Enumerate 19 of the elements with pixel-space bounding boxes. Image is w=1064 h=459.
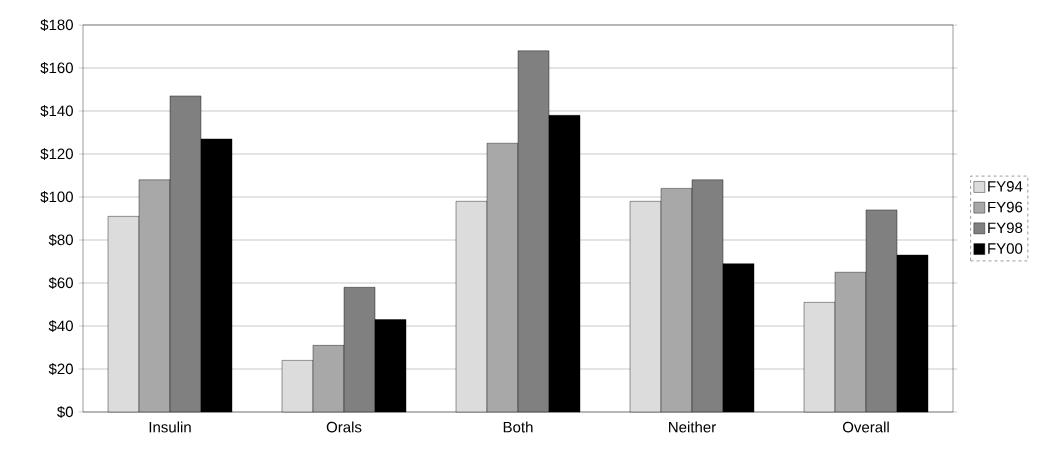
- x-tick-label: Neither: [669, 421, 716, 433]
- y-tick-label: $160: [40, 61, 73, 75]
- y-tick-label: $0: [57, 405, 73, 419]
- y-tick-label: $180: [40, 18, 73, 32]
- y-tick-label: $140: [40, 104, 73, 118]
- y-tick-label: $100: [40, 190, 73, 204]
- legend-label: FY96: [988, 201, 1023, 213]
- x-tick-label: Orals: [326, 421, 362, 433]
- x-tick-label: Both: [503, 421, 533, 433]
- y-tick-label: $80: [48, 233, 73, 247]
- legend-label: FY94: [988, 181, 1023, 192]
- x-tick-label: Insulin: [149, 421, 191, 433]
- y-tick-label: $40: [48, 319, 73, 333]
- y-tick-label: $120: [40, 147, 73, 161]
- legend-label: FY00: [988, 243, 1023, 254]
- y-tick-label: $20: [48, 362, 73, 376]
- legend-label: FY98: [988, 222, 1023, 234]
- x-tick-label: Overall: [842, 421, 889, 433]
- y-tick-label: $60: [48, 276, 73, 290]
